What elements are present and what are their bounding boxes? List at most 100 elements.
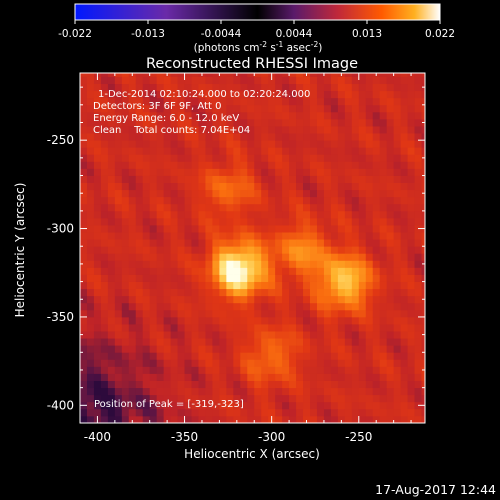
- heatmap-cell: [351, 387, 360, 396]
- heatmap-cell: [170, 394, 178, 403]
- heatmap-cell: [100, 352, 109, 360]
- heatmap-cell: [198, 345, 206, 353]
- heatmap-cell: [254, 140, 262, 148]
- heatmap-cell: [344, 415, 353, 423]
- heatmap-cell: [142, 246, 151, 254]
- heatmap-cell: [372, 408, 381, 417]
- heatmap-cell: [156, 380, 165, 389]
- heatmap-cell: [421, 133, 425, 141]
- heatmap-cell: [379, 281, 388, 290]
- heatmap-cell: [261, 133, 269, 141]
- heatmap-cell: [184, 387, 192, 396]
- heatmap-cell: [80, 260, 88, 268]
- heatmap-cell: [386, 90, 395, 99]
- heatmap-cell: [282, 394, 290, 403]
- heatmap-cell: [254, 83, 262, 92]
- heatmap-cell: [282, 225, 290, 233]
- heatmap-cell: [296, 338, 304, 346]
- heatmap-cell: [407, 225, 415, 233]
- heatmap-cell: [316, 274, 325, 282]
- heatmap-cell: [177, 217, 185, 226]
- heatmap-cell: [128, 182, 137, 191]
- heatmap-cell: [163, 203, 172, 212]
- heatmap-cell: [330, 154, 339, 162]
- heatmap-cell: [177, 203, 185, 212]
- heatmap-cell: [107, 97, 116, 106]
- heatmap-cell: [114, 175, 123, 183]
- heatmap-cell: [261, 111, 269, 120]
- heatmap-cell: [191, 331, 199, 339]
- heatmap-cell: [212, 359, 220, 367]
- heatmap-cell: [365, 90, 374, 99]
- heatmap-cell: [114, 83, 123, 92]
- heatmap-cell: [365, 83, 374, 92]
- heatmap-cell: [135, 408, 144, 417]
- heatmap-cell: [135, 309, 144, 318]
- heatmap-cell: [149, 380, 158, 389]
- heatmap-cell: [303, 394, 311, 403]
- heatmap-cell: [114, 76, 123, 85]
- heatmap-cell: [226, 281, 234, 290]
- heatmap-cell: [247, 345, 255, 353]
- heatmap-cell: [261, 239, 269, 247]
- heatmap-cell: [296, 331, 304, 339]
- heatmap-cell: [114, 210, 123, 219]
- heatmap-cell: [198, 168, 206, 176]
- heatmap-cell: [344, 267, 353, 275]
- heatmap-cell: [337, 288, 346, 297]
- heatmap-cell: [135, 118, 144, 127]
- heatmap-cell: [128, 225, 137, 233]
- heatmap-cell: [247, 352, 255, 360]
- heatmap-cell: [128, 147, 137, 155]
- heatmap-cell: [330, 302, 339, 311]
- heatmap-cell: [268, 288, 276, 297]
- heatmap-cell: [100, 111, 109, 120]
- heatmap-cell: [323, 373, 332, 381]
- heatmap-cell: [121, 217, 130, 226]
- heatmap-cell: [149, 154, 158, 162]
- heatmap-cell: [303, 260, 311, 268]
- heatmap-cell: [337, 316, 346, 325]
- heatmap-cell: [323, 225, 332, 233]
- heatmap-cell: [80, 210, 88, 219]
- heatmap-cell: [261, 104, 269, 113]
- heatmap-cell: [421, 97, 425, 106]
- heatmap-cell: [296, 225, 304, 233]
- heatmap-cell: [226, 232, 234, 240]
- heatmap-cell: [386, 111, 395, 120]
- heatmap-cell: [268, 203, 276, 212]
- heatmap-cell: [198, 90, 206, 99]
- heatmap-cell: [114, 302, 123, 311]
- heatmap-cell: [275, 274, 283, 282]
- heatmap-cell: [142, 359, 151, 367]
- heatmap-cell: [163, 225, 172, 233]
- heatmap-cell: [310, 345, 318, 353]
- heatmap-cell: [316, 161, 325, 169]
- heatmap-cell: [303, 147, 311, 155]
- heatmap-cell: [289, 415, 297, 423]
- heatmap-cell: [177, 415, 185, 423]
- heatmap-cell: [128, 380, 137, 389]
- heatmap-cell: [149, 260, 158, 268]
- heatmap-cell: [205, 147, 213, 155]
- heatmap-cell: [142, 161, 151, 169]
- heatmap-cell: [254, 97, 262, 106]
- heatmap-cell: [365, 189, 374, 198]
- heatmap-cell: [184, 126, 192, 134]
- heatmap-cell: [184, 288, 192, 297]
- heatmap-cell: [289, 147, 297, 155]
- heatmap-cell: [282, 168, 290, 176]
- heatmap-cell: [268, 189, 276, 198]
- heatmap-cell: [400, 352, 408, 360]
- heatmap-cell: [156, 97, 165, 106]
- heatmap-cell: [121, 281, 130, 290]
- heatmap-cell: [212, 225, 220, 233]
- heatmap-cell: [282, 408, 290, 417]
- heatmap-cell: [344, 288, 353, 297]
- heatmap-cell: [379, 76, 388, 85]
- heatmap-cell: [170, 210, 178, 219]
- heatmap-cell: [282, 203, 290, 212]
- heatmap-cell: [219, 83, 227, 92]
- heatmap-cell: [135, 359, 144, 367]
- heatmap-cell: [114, 147, 123, 155]
